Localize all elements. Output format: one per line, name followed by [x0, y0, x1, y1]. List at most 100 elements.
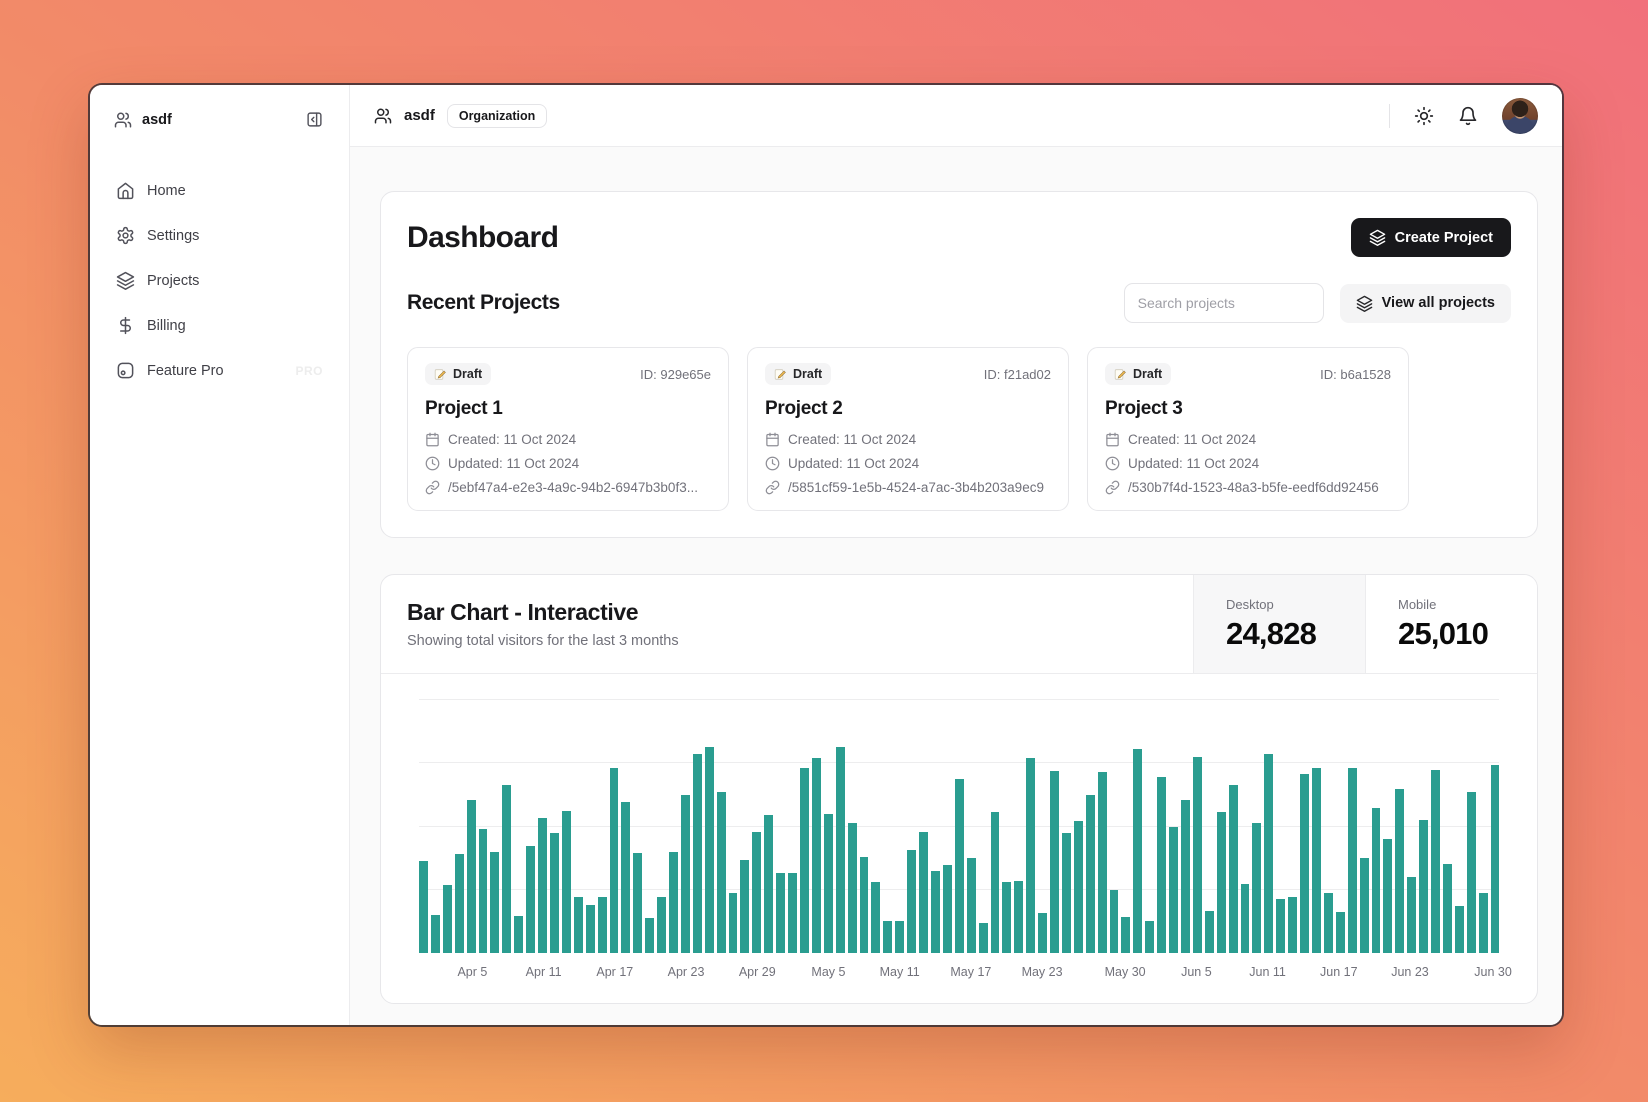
bar[interactable]	[609, 767, 619, 953]
theme-toggle-sun-icon[interactable]	[1414, 106, 1434, 126]
bar[interactable]	[692, 754, 702, 953]
bar[interactable]	[1371, 807, 1381, 953]
bar[interactable]	[1431, 769, 1440, 953]
bar[interactable]	[1002, 881, 1012, 953]
bar[interactable]	[1228, 784, 1238, 953]
bar[interactable]	[1407, 877, 1417, 953]
bar[interactable]	[800, 767, 809, 953]
bar[interactable]	[728, 892, 738, 953]
view-all-projects-button[interactable]: View all projects	[1339, 283, 1511, 323]
stat-toggle-desktop[interactable]: Desktop 24,828	[1193, 575, 1365, 673]
bar[interactable]	[633, 853, 643, 953]
bar[interactable]	[1466, 791, 1476, 953]
bar[interactable]	[538, 818, 547, 953]
bar[interactable]	[835, 746, 845, 953]
bar[interactable]	[1276, 899, 1286, 953]
bar[interactable]	[1204, 910, 1214, 953]
bar[interactable]	[1192, 756, 1202, 953]
bar[interactable]	[645, 917, 655, 953]
sidebar-item-home[interactable]: Home	[106, 172, 333, 209]
bar[interactable]	[1061, 832, 1071, 953]
bar[interactable]	[1073, 820, 1083, 953]
bar[interactable]	[1383, 839, 1393, 953]
stat-toggle-mobile[interactable]: Mobile 25,010	[1365, 575, 1537, 673]
bar[interactable]	[847, 823, 857, 953]
search-input[interactable]	[1123, 283, 1324, 323]
bar[interactable]	[1038, 912, 1048, 953]
sidebar-item-billing[interactable]: Billing	[106, 307, 333, 344]
bar[interactable]	[1109, 890, 1119, 953]
bar[interactable]	[823, 813, 833, 953]
bar[interactable]	[1323, 892, 1333, 953]
bar[interactable]	[776, 873, 786, 953]
bar[interactable]	[883, 921, 893, 953]
bar[interactable]	[490, 852, 500, 953]
bar[interactable]	[419, 861, 428, 953]
bar[interactable]	[478, 829, 488, 953]
bar[interactable]	[561, 810, 571, 953]
bar[interactable]	[573, 897, 583, 953]
bar[interactable]	[1014, 880, 1024, 953]
bar[interactable]	[942, 865, 952, 953]
bar[interactable]	[621, 802, 631, 953]
create-project-button[interactable]: Create Project	[1350, 218, 1511, 257]
bar[interactable]	[1133, 749, 1143, 953]
bar[interactable]	[1157, 777, 1167, 953]
bar[interactable]	[1419, 820, 1429, 953]
bar[interactable]	[895, 921, 905, 953]
project-link[interactable]: /5851cf59-1e5b-4524-a7ac-3b4b203a9ec9	[765, 480, 1051, 495]
bar[interactable]	[430, 915, 440, 953]
sidebar-item-projects[interactable]: Projects	[106, 262, 333, 299]
bar[interactable]	[1395, 788, 1405, 953]
bar[interactable]	[1335, 911, 1345, 953]
bar[interactable]	[1252, 822, 1262, 953]
project-card[interactable]: Draft ID: b6a1528 Project 3 Created: 11 …	[1087, 347, 1409, 511]
bar[interactable]	[526, 846, 536, 953]
sidebar-item-settings[interactable]: Settings	[106, 217, 333, 254]
bar[interactable]	[1300, 774, 1309, 953]
bar[interactable]	[764, 815, 774, 953]
bar[interactable]	[454, 853, 464, 953]
organization-badge[interactable]: Organization	[446, 103, 548, 128]
bar[interactable]	[1359, 858, 1369, 953]
bar[interactable]	[859, 856, 869, 953]
bar[interactable]	[704, 747, 714, 953]
project-link[interactable]: /530b7f4d-1523-48a3-b5fe-eedf6dd92456	[1105, 480, 1391, 495]
bar[interactable]	[716, 792, 726, 953]
workspace-switcher[interactable]: asdf	[106, 103, 333, 136]
bar[interactable]	[1490, 765, 1500, 953]
bar[interactable]	[597, 896, 607, 953]
bar[interactable]	[1347, 768, 1357, 953]
project-link[interactable]: /5ebf47a4-e2e3-4a9c-94b2-6947b3b0f3...	[425, 480, 711, 495]
bar[interactable]	[1240, 884, 1250, 953]
user-avatar[interactable]	[1502, 97, 1538, 134]
bar[interactable]	[907, 849, 917, 953]
bar[interactable]	[1026, 758, 1036, 953]
sidebar-item-feature-pro[interactable]: Feature Pro PRO	[106, 352, 333, 389]
bar[interactable]	[1288, 896, 1298, 953]
bar[interactable]	[1121, 916, 1131, 953]
notifications-bell-icon[interactable]	[1458, 106, 1478, 126]
bar[interactable]	[1454, 905, 1464, 953]
bar[interactable]	[502, 784, 512, 953]
bar[interactable]	[669, 852, 678, 953]
bar[interactable]	[1442, 864, 1452, 953]
project-card[interactable]: Draft ID: 929e65e Project 1 Created: 11 …	[407, 347, 729, 511]
bar[interactable]	[514, 915, 524, 953]
bar[interactable]	[930, 871, 940, 953]
bar[interactable]	[1085, 794, 1095, 953]
bar[interactable]	[990, 811, 1000, 953]
bar[interactable]	[788, 873, 797, 953]
bar[interactable]	[1181, 799, 1190, 953]
sidebar-collapse-icon[interactable]	[304, 109, 325, 130]
bar[interactable]	[680, 794, 690, 953]
bar[interactable]	[466, 799, 476, 953]
bar[interactable]	[549, 832, 559, 953]
bar[interactable]	[1311, 767, 1321, 953]
bar[interactable]	[954, 779, 964, 953]
bar[interactable]	[871, 881, 881, 953]
project-card[interactable]: Draft ID: f21ad02 Project 2 Created: 11 …	[747, 347, 1069, 511]
bar[interactable]	[740, 860, 750, 953]
bar[interactable]	[1264, 754, 1274, 953]
bar[interactable]	[966, 857, 976, 953]
